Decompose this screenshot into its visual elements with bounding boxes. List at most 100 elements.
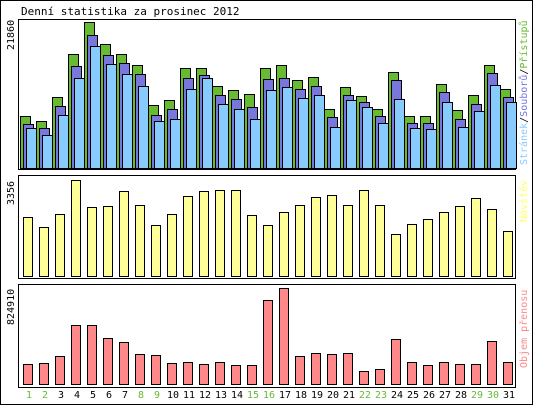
traffic-pages-bar-day-28 — [458, 127, 469, 169]
kbytes-kbytes-bar-day-30 — [487, 341, 497, 385]
visits-visits-bar-day-2 — [39, 227, 49, 277]
traffic-pages-bar-day-13 — [218, 104, 229, 169]
visits-visits-bar-day-10 — [167, 214, 177, 277]
legend-separator-1: / — [519, 117, 530, 123]
kbytes-legend: Objem přenosu — [518, 290, 530, 368]
visits-visits-bar-day-26 — [423, 219, 433, 277]
traffic-legend: Stránek/Souborů/Přístupů — [518, 20, 530, 165]
x-tick-label-day-19: 19 — [311, 390, 323, 401]
legend-pages: Stránek — [518, 123, 530, 165]
traffic-pages-bar-day-24 — [394, 99, 405, 169]
kbytes-kbytes-bar-day-22 — [359, 371, 369, 385]
kbytes-ymax-label: 824910 — [6, 289, 17, 325]
kbytes-kbytes-bar-day-8 — [135, 354, 145, 385]
kbytes-kbytes-bar-day-26 — [423, 365, 433, 385]
visits-visits-bar-day-13 — [215, 190, 225, 277]
traffic-pages-bar-day-9 — [154, 121, 165, 169]
x-tick-label-day-1: 1 — [26, 390, 32, 401]
x-tick-label-day-20: 20 — [327, 390, 339, 401]
traffic-pages-bar-day-10 — [170, 119, 181, 169]
kbytes-kbytes-bar-day-21 — [343, 353, 353, 385]
visits-visits-bar-day-21 — [343, 205, 353, 277]
visits-visits-bar-day-23 — [375, 205, 385, 277]
traffic-pages-bar-day-23 — [378, 123, 389, 169]
visits-legend: Návštěv — [518, 180, 530, 222]
x-tick-label-day-25: 25 — [407, 390, 419, 401]
kbytes-kbytes-bar-day-17 — [279, 288, 289, 385]
x-tick-label-day-6: 6 — [106, 390, 112, 401]
kbytes-kbytes-bar-day-10 — [167, 363, 177, 385]
traffic-pages-bar-day-18 — [298, 98, 309, 169]
traffic-pages-bar-day-29 — [474, 111, 485, 169]
visits-visits-bar-day-20 — [327, 195, 337, 277]
traffic-pages-bar-day-4 — [74, 78, 85, 169]
visits-visits-bar-day-7 — [119, 191, 129, 277]
traffic-pages-bar-day-3 — [58, 115, 69, 169]
x-axis-day-labels: 1 2 3 4 5 6 7 8 9 10 11 12 13 14 15 16 17 18 19 20 21 22 23 24 2… — [26, 390, 515, 401]
x-tick-label-day-26: 26 — [423, 390, 435, 401]
traffic-pages-bar-day-22 — [362, 107, 373, 169]
x-tick-label-day-14: 14 — [231, 390, 243, 401]
kbytes-kbytes-bar-day-25 — [407, 362, 417, 385]
visits-visits-bar-day-16 — [263, 225, 273, 277]
traffic-pages-bar-day-1 — [26, 128, 37, 169]
x-tick-label-day-30: 30 — [487, 390, 499, 401]
kbytes-kbytes-bar-day-7 — [119, 342, 129, 385]
traffic-pages-bar-day-11 — [186, 89, 197, 169]
visits-visits-bar-day-18 — [295, 205, 305, 277]
x-tick-label-day-21: 21 — [343, 390, 355, 401]
traffic-pages-bar-day-17 — [282, 87, 293, 169]
visits-visits-bar-day-31 — [503, 231, 513, 277]
kbytes-kbytes-bar-day-16 — [263, 300, 273, 385]
x-tick-label-day-4: 4 — [74, 390, 80, 401]
traffic-pages-bar-day-8 — [138, 86, 149, 169]
traffic-pages-bar-day-5 — [90, 46, 101, 169]
visits-visits-bar-day-9 — [151, 225, 161, 277]
visits-visits-bar-day-14 — [231, 190, 241, 277]
kbytes-kbytes-bar-day-12 — [199, 364, 209, 385]
visits-visits-bar-day-24 — [391, 234, 401, 277]
kbytes-kbytes-bar-day-28 — [455, 364, 465, 385]
kbytes-kbytes-bar-day-3 — [55, 356, 65, 385]
visits-visits-bar-day-5 — [87, 207, 97, 277]
traffic-pages-bar-day-15 — [250, 119, 261, 169]
visits-visits-bar-day-11 — [183, 196, 193, 277]
x-tick-label-day-16: 16 — [263, 390, 275, 401]
traffic-pages-bar-day-21 — [346, 100, 357, 169]
visits-visits-bar-day-29 — [471, 198, 481, 277]
visits-visits-bar-day-22 — [359, 190, 369, 277]
traffic-pages-bar-day-16 — [266, 90, 277, 169]
x-tick-label-day-12: 12 — [199, 390, 211, 401]
visits-visits-bar-day-4 — [71, 180, 81, 277]
kbytes-kbytes-bar-day-15 — [247, 365, 257, 385]
x-tick-label-day-8: 8 — [138, 390, 144, 401]
kbytes-kbytes-bar-day-23 — [375, 369, 385, 385]
visits-visits-bar-day-6 — [103, 206, 113, 277]
x-tick-label-day-11: 11 — [183, 390, 195, 401]
traffic-pages-bar-day-14 — [234, 109, 245, 169]
x-tick-label-day-27: 27 — [439, 390, 451, 401]
kbytes-kbytes-bar-day-31 — [503, 362, 513, 385]
x-tick-label-day-10: 10 — [167, 390, 179, 401]
kbytes-kbytes-bar-day-9 — [151, 355, 161, 385]
x-tick-label-day-22: 22 — [359, 390, 371, 401]
traffic-ymax-label: 21860 — [6, 20, 17, 50]
legend-files: Souborů — [518, 75, 530, 117]
x-tick-label-day-5: 5 — [90, 390, 96, 401]
visits-visits-bar-day-27 — [439, 212, 449, 277]
x-tick-label-day-13: 13 — [215, 390, 227, 401]
traffic-pages-bar-day-26 — [426, 129, 437, 169]
kbytes-kbytes-bar-day-29 — [471, 364, 481, 385]
chart-title: Denní statistika za prosinec 2012 — [21, 5, 240, 18]
traffic-pages-bar-day-2 — [42, 135, 53, 169]
x-tick-label-day-23: 23 — [375, 390, 387, 401]
visits-visits-bar-day-25 — [407, 224, 417, 277]
legend-separator-2: / — [519, 69, 530, 75]
kbytes-kbytes-bar-day-2 — [39, 363, 49, 385]
kbytes-kbytes-bar-day-24 — [391, 339, 401, 385]
x-tick-label-day-24: 24 — [391, 390, 403, 401]
kbytes-kbytes-bar-day-19 — [311, 353, 321, 385]
visits-visits-bar-day-3 — [55, 214, 65, 277]
